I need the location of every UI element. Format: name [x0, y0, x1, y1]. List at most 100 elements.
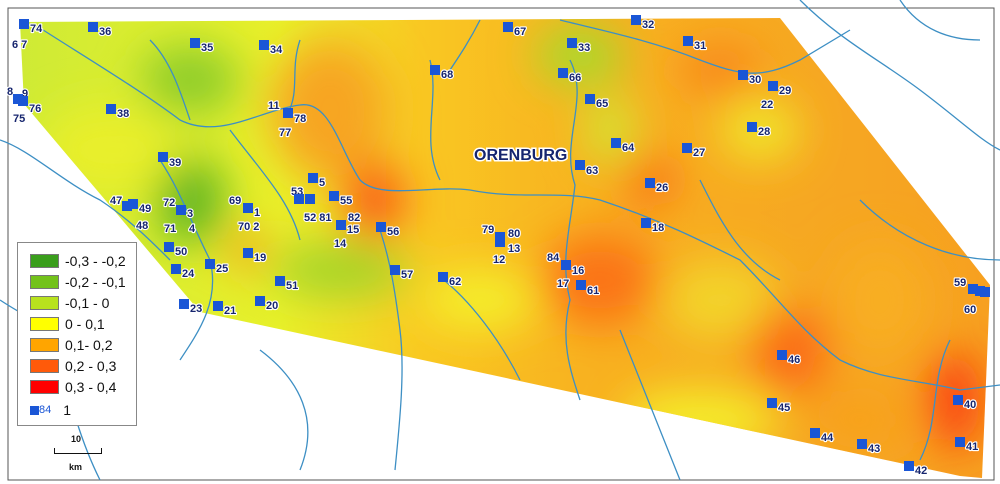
station-label: 36 — [99, 26, 111, 38]
station-marker[interactable] — [171, 264, 181, 274]
legend-swatch — [30, 338, 59, 352]
station-marker[interactable] — [122, 201, 132, 211]
station-marker[interactable] — [975, 286, 985, 296]
station-marker[interactable] — [275, 276, 285, 286]
station-marker[interactable] — [283, 108, 293, 118]
scale-bar: 10 km — [52, 434, 102, 474]
station-marker[interactable] — [106, 104, 116, 114]
station-marker[interactable] — [955, 437, 965, 447]
station-marker[interactable] — [190, 38, 200, 48]
station-label: 67 — [514, 26, 526, 38]
station-marker[interactable] — [158, 152, 168, 162]
station-marker[interactable] — [857, 439, 867, 449]
station-label: 18 — [652, 222, 664, 234]
station-label: 32 — [642, 19, 654, 31]
station-label: 80 — [508, 228, 520, 240]
legend-swatch — [30, 275, 59, 289]
station-marker[interactable] — [329, 191, 339, 201]
station-marker[interactable] — [308, 173, 318, 183]
station-marker[interactable] — [645, 178, 655, 188]
station-marker[interactable] — [585, 94, 595, 104]
legend: -0,3 - -0,2 -0,2 - -0,1 -0,1 - 0 0 - 0,1 0,1… — [17, 242, 137, 426]
station-marker[interactable] — [294, 194, 304, 204]
station-marker[interactable] — [88, 22, 98, 32]
station-label: 75 — [13, 113, 25, 125]
station-label: 48 — [136, 220, 148, 232]
station-label: 41 — [966, 441, 978, 453]
station-marker[interactable] — [503, 22, 513, 32]
station-label: 1 — [254, 207, 260, 219]
station-label: 30 — [749, 74, 761, 86]
station-marker[interactable] — [430, 65, 440, 75]
legend-marker-row: 84 1 — [30, 402, 71, 418]
station-marker[interactable] — [575, 160, 585, 170]
station-marker[interactable] — [164, 242, 174, 252]
station-marker[interactable] — [259, 40, 269, 50]
station-marker[interactable] — [243, 203, 253, 213]
station-label: 31 — [694, 40, 706, 52]
legend-item: 0,1- 0,2 — [30, 337, 113, 353]
station-marker[interactable] — [567, 38, 577, 48]
station-marker[interactable] — [641, 218, 651, 228]
station-label: 28 — [758, 126, 770, 138]
station-marker[interactable] — [558, 68, 568, 78]
station-marker[interactable] — [438, 272, 448, 282]
station-marker[interactable] — [683, 36, 693, 46]
station-label: 23 — [190, 303, 202, 315]
station-marker-icon — [30, 405, 39, 415]
station-marker[interactable] — [19, 19, 29, 29]
station-label: 47 — [110, 195, 122, 207]
station-label: 44 — [821, 432, 834, 444]
station-marker[interactable] — [128, 199, 138, 209]
station-marker[interactable] — [777, 350, 787, 360]
station-label: 21 — [224, 305, 236, 317]
legend-swatch — [30, 296, 59, 310]
station-marker[interactable] — [243, 248, 253, 258]
station-marker[interactable] — [255, 296, 265, 306]
station-marker[interactable] — [904, 461, 914, 471]
station-marker[interactable] — [213, 301, 223, 311]
legend-label: 0,1- 0,2 — [65, 337, 113, 353]
station-label: 3 — [187, 208, 193, 220]
station-marker[interactable] — [336, 220, 346, 230]
station-marker[interactable] — [390, 265, 400, 275]
station-marker[interactable] — [810, 428, 820, 438]
station-marker[interactable] — [205, 259, 215, 269]
station-label: 33 — [578, 42, 590, 54]
station-marker[interactable] — [561, 260, 571, 270]
station-label: 76 — [29, 103, 41, 115]
legend-label: -0,2 - -0,1 — [65, 274, 126, 290]
station-marker[interactable] — [631, 15, 641, 25]
station-marker[interactable] — [176, 205, 186, 215]
legend-item: -0,2 - -0,1 — [30, 274, 126, 290]
station-marker[interactable] — [953, 395, 963, 405]
station-label: 56 — [387, 226, 399, 238]
station-marker[interactable] — [179, 299, 189, 309]
station-marker[interactable] — [968, 284, 978, 294]
station-label: 59 — [954, 277, 966, 289]
station-marker[interactable] — [13, 94, 23, 104]
station-label: 15 — [347, 224, 359, 236]
station-marker[interactable] — [376, 222, 386, 232]
legend-item: 0,2 - 0,3 — [30, 358, 116, 374]
station-label: 11 — [268, 100, 280, 112]
station-marker[interactable] — [747, 122, 757, 132]
station-marker[interactable] — [768, 81, 778, 91]
station-label: 43 — [868, 443, 880, 455]
legend-item: 0 - 0,1 — [30, 316, 105, 332]
station-marker[interactable] — [682, 143, 692, 153]
legend-swatch — [30, 359, 59, 373]
station-label: 77 — [279, 127, 291, 139]
station-marker[interactable] — [305, 194, 315, 204]
station-marker[interactable] — [576, 280, 586, 290]
station-marker[interactable] — [611, 138, 621, 148]
station-marker[interactable] — [767, 398, 777, 408]
station-label: 61 — [587, 285, 599, 297]
station-label: 52 81 — [304, 212, 332, 224]
station-label: 20 — [266, 300, 278, 312]
station-marker[interactable] — [738, 70, 748, 80]
station-marker[interactable] — [495, 237, 505, 247]
station-label: 39 — [169, 157, 181, 169]
